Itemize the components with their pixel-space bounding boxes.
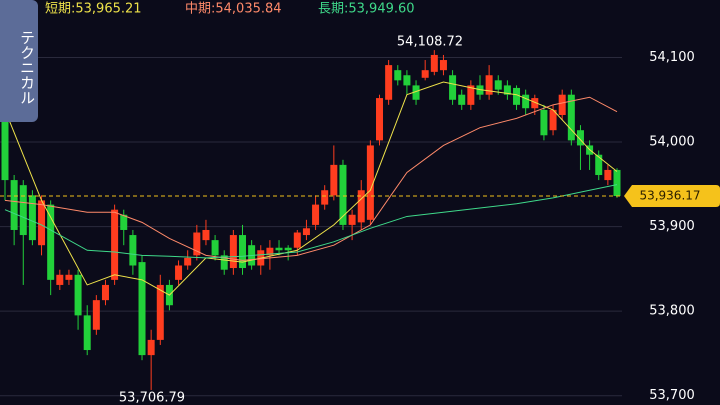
candle-body	[138, 262, 146, 356]
candle-body	[111, 209, 119, 280]
candle-body	[101, 284, 109, 301]
candle-body	[449, 75, 457, 100]
y-tick-label: 53,700	[649, 388, 695, 403]
moving-average-line	[4, 81, 618, 296]
current-price-label: 53,936.17	[639, 189, 700, 203]
candle-body	[430, 54, 438, 72]
candle-body	[56, 274, 64, 285]
candle-body	[92, 300, 100, 330]
candle-body	[376, 98, 384, 141]
candle-body	[129, 235, 137, 266]
y-tick-label: 53,900	[649, 219, 695, 234]
candle-body	[403, 75, 411, 86]
candle-body	[302, 228, 310, 236]
candle-body	[357, 190, 365, 223]
candle-body	[19, 185, 27, 236]
candle-body	[531, 98, 539, 109]
candle-body	[1, 89, 9, 181]
candle-body	[74, 274, 82, 316]
candle-body	[412, 85, 420, 100]
y-tick-label: 53,800	[649, 304, 695, 319]
candle-body	[175, 265, 183, 280]
candle-body	[576, 130, 584, 146]
candle-body	[330, 164, 338, 196]
candle-body	[193, 232, 201, 256]
candle-body	[321, 190, 329, 205]
y-tick-label: 54,000	[649, 135, 695, 150]
candle-body	[229, 235, 237, 269]
candle-body	[28, 195, 36, 241]
moving-average-line	[4, 184, 618, 259]
candle-body	[540, 109, 548, 136]
candle-body	[558, 94, 566, 115]
candle-body	[366, 145, 374, 220]
extreme-label: 53,706.79	[119, 390, 185, 405]
candle-body	[238, 235, 246, 269]
candle-body	[147, 339, 155, 356]
y-tick-label: 54,100	[649, 50, 695, 65]
candle-body	[83, 315, 91, 351]
candle-body	[549, 109, 557, 131]
candle-body	[275, 247, 283, 251]
candle-body	[120, 214, 128, 230]
candle-body	[604, 169, 612, 181]
candle-body	[348, 214, 356, 225]
candle-body	[10, 180, 18, 230]
candle-body	[567, 94, 575, 141]
candle-body	[494, 80, 502, 90]
candle-body	[184, 257, 192, 266]
side-tab[interactable]: テクニカル	[0, 0, 38, 122]
candle-body	[293, 232, 301, 248]
legend-entry: 長期:53,949.60	[318, 2, 415, 17]
candle-body	[38, 200, 46, 246]
candle-body	[458, 94, 466, 105]
candle-body	[339, 164, 347, 225]
candle-body	[513, 87, 521, 105]
candle-body	[284, 247, 292, 251]
candle-body	[439, 60, 447, 71]
candle-body	[613, 169, 621, 197]
candle-body	[595, 154, 603, 176]
candle-body	[522, 94, 530, 109]
extreme-label: 54,108.72	[397, 35, 463, 50]
legend-entry: 短期:53,965.21	[45, 2, 142, 17]
candle-body	[467, 85, 475, 105]
candle-body	[202, 229, 210, 241]
candle-body	[65, 274, 73, 280]
candle-body	[485, 75, 493, 95]
candle-body	[312, 204, 320, 225]
candle-body	[211, 240, 219, 256]
candle-body	[394, 70, 402, 81]
candle-body	[47, 204, 55, 280]
candle-body	[266, 247, 274, 256]
candle-body	[385, 65, 393, 100]
candle-body	[421, 70, 429, 78]
candle-body	[220, 255, 228, 270]
candle-body	[503, 85, 511, 95]
moving-average-line	[4, 96, 618, 261]
legend-entry: 中期:54,035.84	[185, 2, 282, 17]
candle-body	[156, 284, 164, 340]
current-price-badge	[624, 185, 720, 208]
